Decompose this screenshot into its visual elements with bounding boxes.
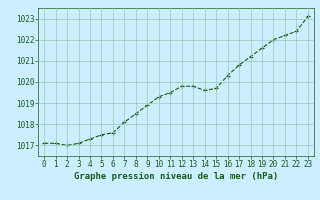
X-axis label: Graphe pression niveau de la mer (hPa): Graphe pression niveau de la mer (hPa) (74, 172, 278, 181)
